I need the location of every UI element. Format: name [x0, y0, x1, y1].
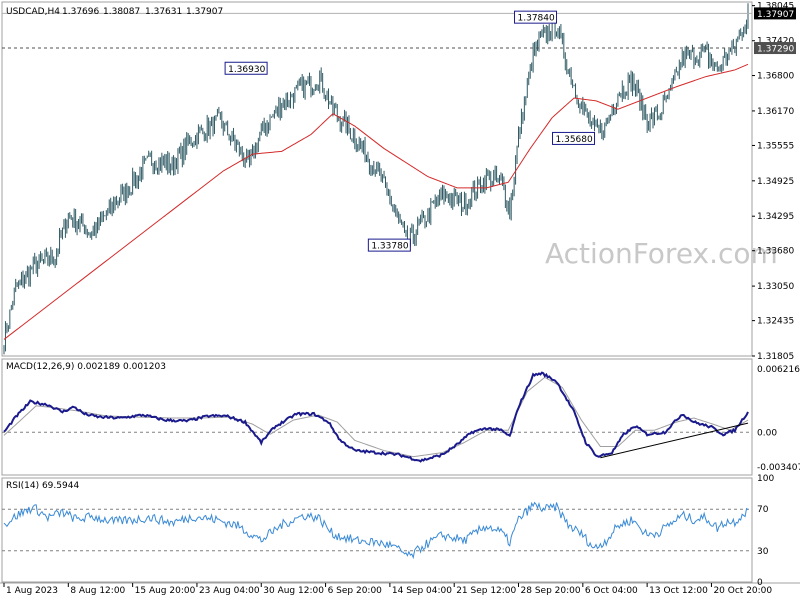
- price-tick-label: 1.36800: [757, 72, 794, 82]
- macd-label: MACD(12,26,9) 0.002189 0.001203: [6, 362, 166, 372]
- rsi-tick-label: 100: [757, 474, 774, 484]
- header-open: 1.37696: [62, 7, 99, 17]
- level-line-tag-box: [754, 42, 796, 55]
- price-frame: [1, 1, 753, 357]
- current-price-tag: 1.37907: [757, 10, 794, 20]
- macd-tick-label: 0.006216: [757, 365, 800, 375]
- time-tick-label: 15 Aug 20:00: [135, 586, 196, 596]
- price-label: 1.36930: [228, 65, 265, 75]
- macd-panel: MACD(12,26,9) 0.002189 0.001203: [2, 362, 752, 463]
- axis-labels: 1.38045 1.37420 1.36800 1.36170 1.35555 1.349…: [3, 2, 800, 596]
- current-price-tag-box: [754, 7, 796, 20]
- time-tick-label: 30 Aug 12:00: [263, 586, 324, 596]
- price-tick-label: 1.38045: [757, 2, 794, 12]
- time-tick-label: 14 Sep 04:00: [392, 586, 452, 596]
- time-tick-label: 21 Sep 12:00: [456, 586, 516, 596]
- watermark: ActionForex.com: [545, 237, 778, 270]
- price-tick-label: 1.34925: [757, 177, 794, 187]
- rsi-panel: RSI(14) 69.5944: [2, 481, 752, 560]
- price-tick-label: 1.31805: [757, 352, 794, 362]
- price-tick-label: 1.37420: [757, 37, 794, 47]
- price-tick-label: 1.35555: [757, 141, 794, 151]
- time-tick-label: 13 Oct 12:00: [649, 586, 708, 596]
- macd-frame: [1, 358, 753, 476]
- rsi-label: RSI(14) 69.5944: [6, 481, 79, 491]
- time-tick-label: 1 Aug 2023: [6, 586, 58, 596]
- header-close: 1.37907: [186, 7, 223, 17]
- price-label: 1.35680: [556, 135, 593, 145]
- header-low: 1.37631: [145, 7, 182, 17]
- price-label: 1.37840: [518, 14, 555, 24]
- time-tick-label: 8 Aug 12:00: [70, 586, 125, 596]
- header-high: 1.38087: [103, 7, 140, 17]
- ohlc-bars: [3, 3, 749, 355]
- level-line-tag: 1.37290: [757, 45, 794, 55]
- rsi-line: [3, 501, 749, 560]
- price-tick-label: 1.34295: [757, 212, 794, 222]
- price-panel: 1.36930 1.33780 1.37840 1.35680: [2, 3, 752, 355]
- price-label: 1.33780: [371, 242, 408, 252]
- time-tick-label: 6 Sep 20:00: [328, 586, 383, 596]
- time-tick-label: 23 Aug 04:00: [199, 586, 260, 596]
- header-symbol: USDCAD,H4: [6, 7, 60, 17]
- price-label-box: [224, 61, 268, 75]
- macd-tick-label: 0.00: [757, 428, 777, 438]
- time-tick-label: 20 Oct 20:00: [713, 586, 772, 596]
- price-tick-label: 1.33050: [757, 282, 794, 292]
- panel-frames: [0, 1, 800, 584]
- macd-line: [3, 371, 749, 463]
- price-tick-label: 1.36170: [757, 107, 794, 117]
- chart-header: USDCAD,H4 1.37696 1.38087 1.37631 1.3790…: [6, 7, 223, 17]
- time-tick-label: 6 Oct 04:00: [585, 586, 638, 596]
- macd-trendline: [600, 422, 749, 459]
- rsi-tick-label: 0: [757, 578, 763, 588]
- price-label-box: [367, 238, 411, 252]
- rsi-tick-label: 70: [757, 505, 769, 515]
- macd-tick-label: -0.003407: [757, 463, 800, 473]
- price-label-box: [552, 131, 596, 145]
- price-tick-label: 1.33680: [757, 247, 794, 257]
- time-tick-label: 28 Sep 20:00: [521, 586, 581, 596]
- rsi-tick-label: 30: [757, 547, 769, 557]
- price-label-box: [514, 10, 558, 24]
- rsi-frame: [1, 477, 753, 583]
- price-tick-label: 1.32435: [757, 317, 794, 327]
- moving-average-line: [3, 63, 749, 340]
